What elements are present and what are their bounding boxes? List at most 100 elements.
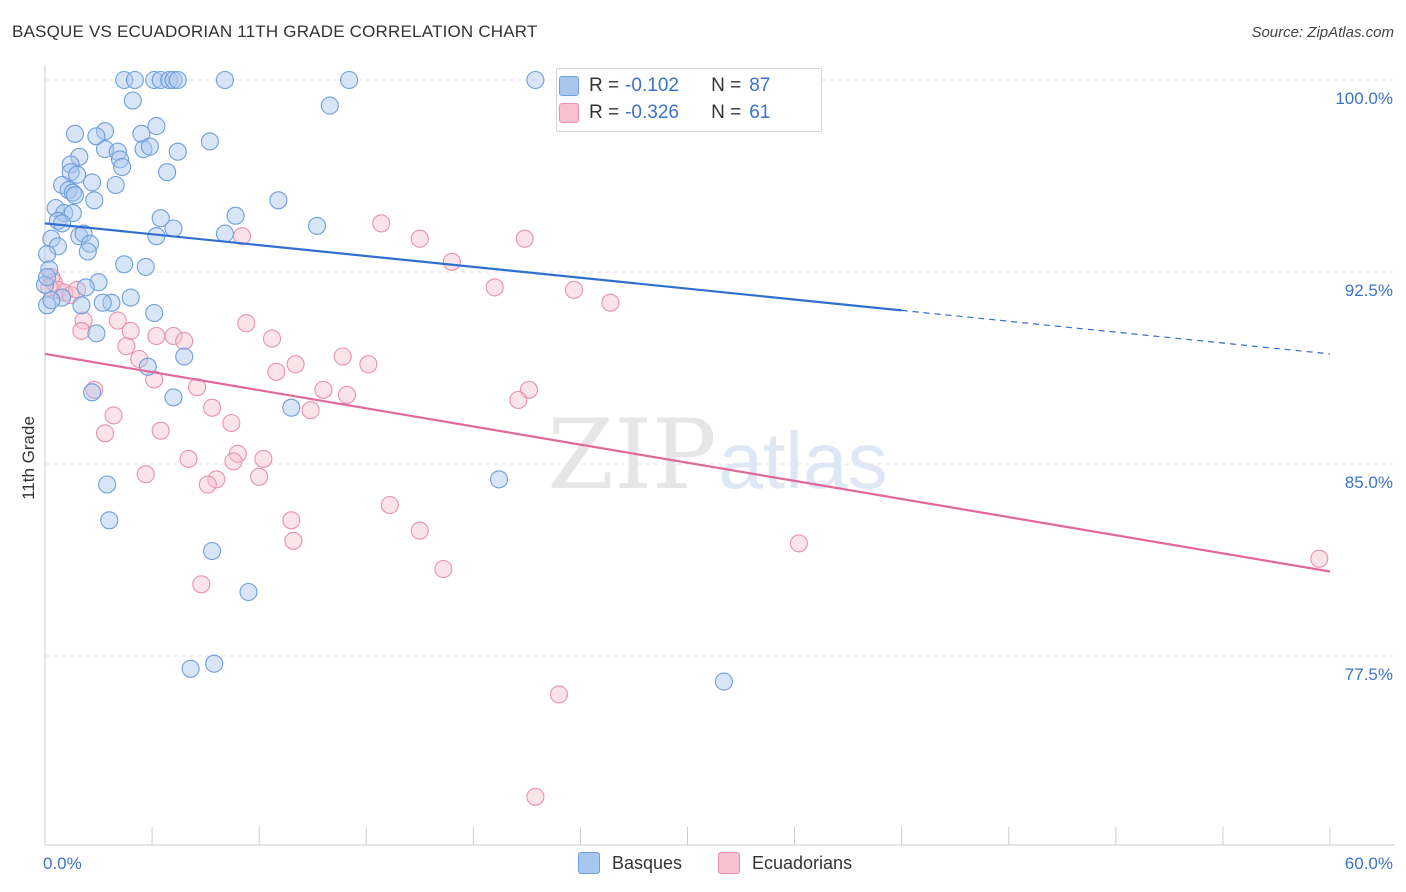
basque-point — [98, 475, 117, 494]
basque-point — [168, 70, 187, 90]
watermark-atlas: atlas — [719, 416, 888, 505]
r-value: -0.102 — [625, 75, 679, 96]
basque-point — [489, 470, 509, 489]
basque-swatch — [578, 852, 600, 874]
basque-point — [74, 224, 93, 243]
basque-point — [85, 191, 104, 210]
basque-point — [145, 70, 164, 90]
axes — [44, 65, 1395, 846]
basque-point — [215, 224, 234, 243]
legend-label: Ecuadorians — [752, 852, 853, 873]
ecuador-point — [485, 278, 504, 297]
ecuador-point — [207, 470, 226, 489]
legend-label: Basques — [612, 852, 683, 873]
ecuador-point — [410, 521, 429, 540]
basque-point — [123, 91, 142, 110]
basque-point — [136, 257, 155, 276]
ecuador-swatch — [559, 103, 579, 123]
basque-point — [181, 659, 200, 678]
ecuador-point — [237, 314, 256, 333]
ecuador-point — [72, 321, 91, 340]
ecuador-point — [549, 685, 569, 704]
gridlines — [45, 79, 1395, 657]
ecuador-point — [410, 229, 429, 248]
basque-point — [200, 132, 219, 151]
basque-point — [83, 383, 102, 402]
ecuador-points — [40, 214, 1329, 806]
r-label: R = — [589, 102, 620, 123]
legend-row-ecuador: R = -0.326 N = 61 — [559, 100, 771, 126]
legend-item-basques[interactable]: Basques — [578, 852, 682, 874]
chart-title: BASQUE VS ECUADORIAN 11TH GRADE CORRELAT… — [12, 22, 538, 41]
ecuador-point — [222, 413, 241, 433]
basque-point — [164, 70, 183, 90]
basque-point — [65, 124, 85, 143]
basque-point — [95, 122, 115, 141]
basque-point — [83, 173, 102, 192]
basque-point — [87, 127, 106, 146]
ecuador-point — [515, 229, 534, 248]
watermark-zip: ZIP — [547, 399, 716, 511]
basque-point — [121, 288, 140, 307]
ecuador-point — [136, 465, 155, 484]
ecuador-point — [121, 321, 140, 340]
basque-point — [226, 206, 245, 225]
basque-point — [125, 70, 144, 90]
ecuador-point — [434, 559, 453, 579]
ecuador-point — [267, 362, 286, 381]
ecuador-point — [284, 531, 303, 550]
basque-point — [68, 165, 87, 184]
basque-point — [158, 163, 177, 182]
legend-row-basque: R = -0.102 N = 87 — [559, 73, 770, 99]
r-value: -0.326 — [625, 102, 679, 123]
basque-point — [38, 245, 57, 264]
basque-point — [132, 124, 151, 143]
ecuador-point — [509, 390, 528, 410]
basque-point — [164, 219, 183, 238]
ecuador-point — [1310, 549, 1329, 568]
ecuador-point — [262, 329, 282, 348]
x-tick-label: 60.0% — [1345, 854, 1393, 873]
r-label: R = — [589, 75, 620, 96]
basque-point — [320, 96, 339, 115]
basque-point — [282, 398, 301, 417]
basque-point — [76, 278, 95, 297]
series-legend: Basques Ecuadorians — [0, 852, 1406, 878]
basque-point — [145, 303, 164, 323]
ecuador-point — [337, 385, 357, 404]
n-label: N = — [711, 102, 742, 123]
ecuador-point — [564, 280, 584, 299]
basque-point — [38, 268, 57, 287]
source-label: Source: ZipAtlas.com — [1251, 24, 1394, 41]
ecuador-point — [254, 449, 273, 468]
basque-point — [72, 296, 91, 315]
y-axis-label: 11th Grade — [19, 416, 38, 500]
ecuador-point — [85, 380, 104, 399]
n-value: 61 — [749, 102, 771, 123]
ecuador-point — [95, 424, 115, 443]
ecuador-point — [250, 467, 269, 486]
basque-point — [106, 175, 125, 195]
basque-point — [53, 288, 72, 307]
ecuador-point — [117, 337, 136, 356]
ecuador-point — [526, 787, 545, 806]
basque-point — [239, 582, 258, 602]
ecuador-point — [380, 495, 399, 515]
basque-point — [65, 186, 85, 205]
trend-lines — [44, 222, 1331, 573]
basque-point — [175, 347, 194, 366]
basque-point — [115, 70, 134, 90]
legend-item-ecuadorians[interactable]: Ecuadorians — [718, 852, 852, 874]
ecuador-point — [333, 347, 352, 366]
y-tick-label: 77.5% — [1345, 665, 1393, 684]
y-tick-label: 92.5% — [1345, 281, 1393, 300]
watermark: ZIP atlas — [547, 399, 887, 511]
ecuador-point — [224, 452, 243, 471]
x-tick-label: 0.0% — [43, 854, 82, 873]
basque-point — [147, 117, 166, 136]
ecuador-point — [147, 326, 166, 346]
ecuador-point — [286, 355, 305, 374]
basque-point — [61, 155, 80, 174]
basque-points — [35, 70, 813, 691]
ecuador-point — [789, 534, 808, 553]
